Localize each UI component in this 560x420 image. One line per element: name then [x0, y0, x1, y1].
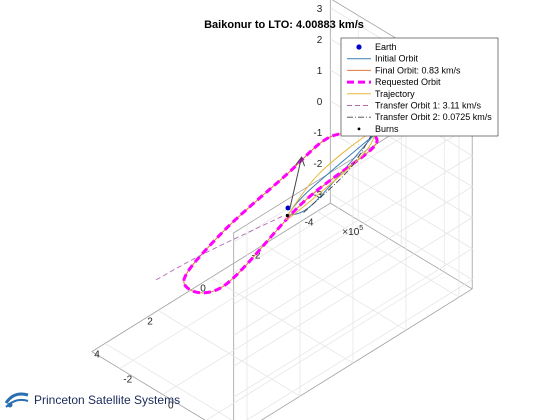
z-tick-label: -3 [313, 190, 322, 201]
legend-label: Earth [375, 42, 397, 52]
grid-line [246, 279, 473, 420]
series-line [285, 132, 375, 220]
legend-marker [357, 127, 361, 131]
grid-line [330, 193, 473, 280]
grid-line [205, 271, 445, 420]
company-name: Princeton Satellite Systems [34, 393, 181, 407]
chart-title: Baikonur to LTO: 4.00883 km/s [204, 19, 364, 31]
x-tick-label: 0 [200, 283, 206, 294]
legend-label: Initial Orbit [375, 54, 419, 64]
grid-line [233, 217, 473, 367]
legend-box [340, 37, 499, 137]
legend-label: Trajectory [375, 89, 415, 99]
y-tick-label: -2 [123, 375, 132, 386]
grid-line [330, 131, 473, 218]
legend-label: Requested Orbit [375, 77, 441, 87]
legend-label: Transfer Orbit 1: 3.11 km/s [375, 101, 482, 111]
grid-line [330, 162, 473, 249]
y-tick-label: 0 [168, 401, 174, 412]
grid-line [162, 245, 402, 395]
legend-label: Final Orbit: 0.83 km/s [375, 65, 461, 75]
direction-arrow [289, 157, 303, 209]
z-tick-label: -1 [313, 128, 322, 139]
grid-line [119, 219, 359, 369]
burn-point [285, 213, 289, 218]
x-exponent-label-power: 5 [359, 225, 363, 232]
z-tick-label: -2 [313, 159, 322, 170]
x-tick-label: 4 [94, 349, 100, 360]
axis-line-x [91, 202, 331, 352]
legend-marker [356, 44, 362, 50]
earth-marker [285, 205, 291, 211]
grid-line [233, 186, 473, 336]
x-tick-label: 2 [147, 316, 153, 327]
x-tick-label: -4 [305, 217, 314, 228]
series-group [155, 128, 381, 295]
series-line [301, 133, 373, 215]
grid-line [233, 124, 473, 274]
x-tick-label: -2 [252, 250, 261, 261]
legend-label: Transfer Orbit 2: 0.0725 km/s [375, 112, 492, 122]
z-tick-label: 2 [317, 35, 323, 46]
footer: Princeton Satellite Systems [4, 388, 180, 412]
arrow-head [295, 156, 306, 167]
legend-label: Burns [375, 124, 399, 134]
z-tick-label: 3 [317, 4, 323, 15]
z-tick-label: 0 [317, 97, 323, 108]
series-line [155, 216, 283, 281]
grid-line [233, 155, 473, 305]
grid-line [233, 248, 473, 398]
x-exponent-label: ×105 [342, 225, 363, 238]
z-tick-label: 1 [317, 66, 323, 77]
company-logo-icon [4, 392, 29, 408]
